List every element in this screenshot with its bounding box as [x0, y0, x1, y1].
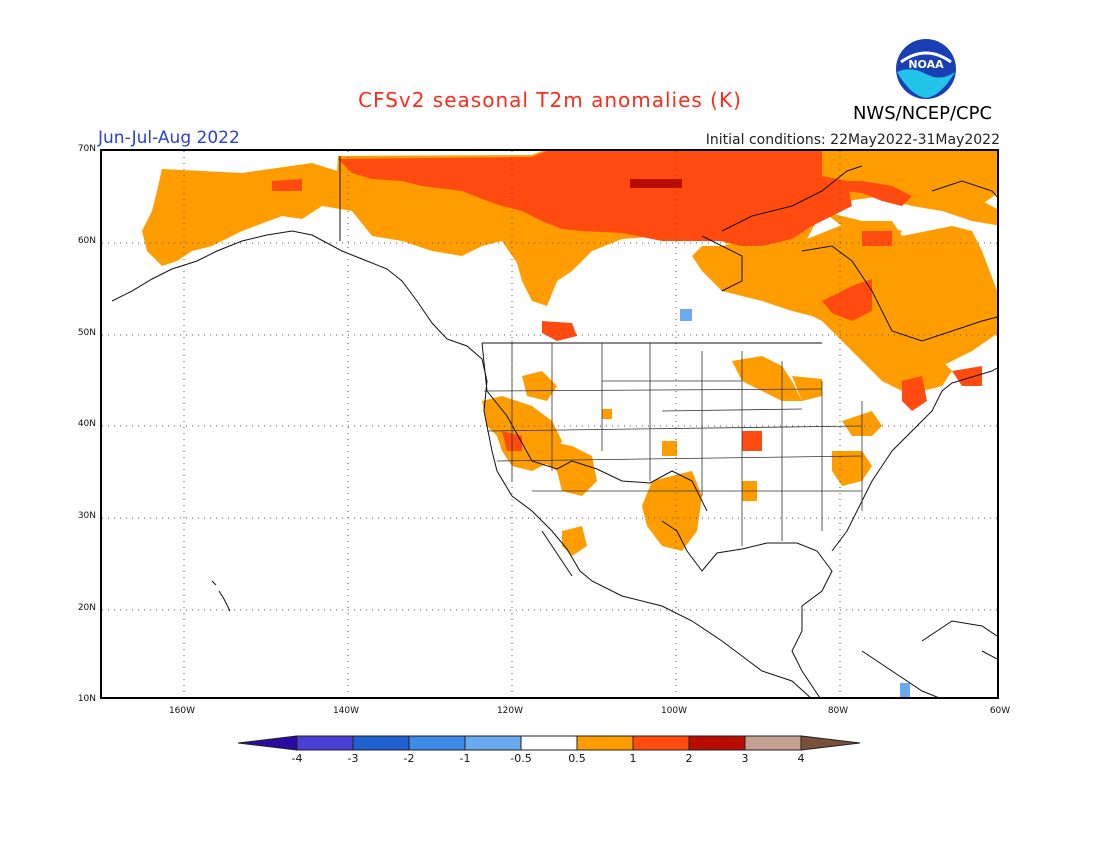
color-scale-swatches	[237, 735, 861, 751]
color-swatch-2-to-3	[688, 735, 746, 751]
colorbar-label-0-5: 0.5	[568, 752, 586, 765]
color-swatch-neg-4-to-neg-3	[296, 735, 354, 751]
color-swatch-neg-0-5-to-0-5	[520, 735, 578, 751]
colorbar-label-neg-1: -1	[459, 752, 471, 765]
initial-conditions: Initial conditions: 22May2022-31May2022	[705, 132, 1000, 148]
lon-label-120w: 120W	[496, 706, 524, 716]
anomaly-layer-neg-0-5-to-neg-1	[680, 309, 910, 697]
political-borders	[483, 341, 863, 546]
lat-label-30n: 30N	[77, 511, 96, 521]
anomaly-layer-2-to-3	[630, 179, 682, 188]
lat-label-20n: 20N	[77, 603, 96, 613]
lat-label-50n: 50N	[77, 328, 96, 338]
svg-text:NOAA: NOAA	[908, 58, 944, 71]
anomaly-map	[100, 149, 999, 699]
colorbar-label-neg-4: -4	[291, 752, 303, 765]
colorbar-label-1: 1	[629, 752, 637, 765]
color-swatch-3-to-4	[744, 735, 802, 751]
colorbar-label-neg-3: -3	[347, 752, 359, 765]
color-swatch-below-neg-4	[237, 735, 298, 751]
agency-label: NWS/NCEP/CPC	[852, 103, 993, 124]
map-title: CFSv2 seasonal T2m anomalies (K)	[358, 88, 742, 112]
lon-label-80w: 80W	[827, 706, 849, 716]
lat-label-70n: 70N	[77, 144, 96, 154]
colorbar-label-neg-2: -2	[403, 752, 415, 765]
color-swatch-0-5-to-1	[576, 735, 634, 751]
colorbar-label-3: 3	[741, 752, 749, 765]
colorbar-label-4: 4	[797, 752, 805, 765]
colorbar-label-2: 2	[685, 752, 693, 765]
lat-label-40n: 40N	[77, 419, 96, 429]
lat-label-10n: 10N	[77, 694, 96, 704]
color-swatch-neg-2-to-neg-1	[408, 735, 466, 751]
color-scale-bar	[237, 733, 861, 753]
noaa-logo: NOAA	[895, 38, 957, 100]
colorbar-label-neg-0-5: -0.5	[510, 752, 532, 765]
anomaly-layer-1-to-2	[272, 151, 982, 451]
color-swatch-neg-3-to-neg-2	[352, 735, 410, 751]
color-swatch-1-to-2	[632, 735, 690, 751]
lon-label-60w: 60W	[989, 706, 1011, 716]
color-swatch-neg-1-to-neg-0-5	[464, 735, 522, 751]
lon-label-160w: 160W	[168, 706, 196, 716]
lat-label-60n: 60N	[77, 236, 96, 246]
lon-label-140w: 140W	[332, 706, 360, 716]
lon-label-100w: 100W	[660, 706, 688, 716]
color-swatch-above-4	[800, 735, 861, 751]
forecast-period: Jun-Jul-Aug 2022	[98, 128, 240, 148]
coastlines	[111, 156, 997, 697]
